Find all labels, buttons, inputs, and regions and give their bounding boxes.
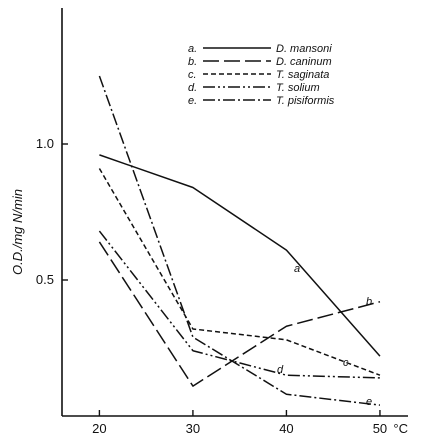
x-axis-label: °C (393, 421, 408, 436)
y-axis-title: O.D./mg N/min (10, 189, 25, 275)
legend-label-b: D. caninum (276, 56, 332, 68)
series-line-d (98, 230, 380, 379)
legend-label-c: T. saginata (276, 69, 329, 81)
legend-key-a: a. (188, 43, 197, 55)
legend-key-b: b. (188, 56, 197, 68)
curve-label-e: e (366, 396, 372, 408)
y-tick-label: 1.0 (36, 136, 54, 151)
series-line-b (98, 241, 381, 387)
x-tick-label: 50 (373, 421, 387, 436)
curve-label-b: b (366, 296, 372, 308)
series-line-c (98, 168, 381, 376)
legend-key-c: c. (188, 69, 197, 81)
legend-label-e: T. pisiformis (276, 95, 335, 107)
x-tick-label: 30 (186, 421, 200, 436)
x-tick-label: 20 (92, 421, 106, 436)
x-tick-label: 40 (279, 421, 293, 436)
legend-key-e: e. (188, 95, 197, 107)
series-line-a (99, 154, 381, 357)
curve-label-d: d (277, 364, 284, 376)
y-tick-label: 0.5 (36, 272, 54, 287)
legend-key-d: d. (188, 82, 197, 94)
curve-label-a: a (294, 263, 300, 275)
legend-label-a: D. mansoni (276, 43, 332, 55)
legend-label-d: T. solium (276, 82, 320, 94)
curve-label-c: c (343, 357, 349, 369)
